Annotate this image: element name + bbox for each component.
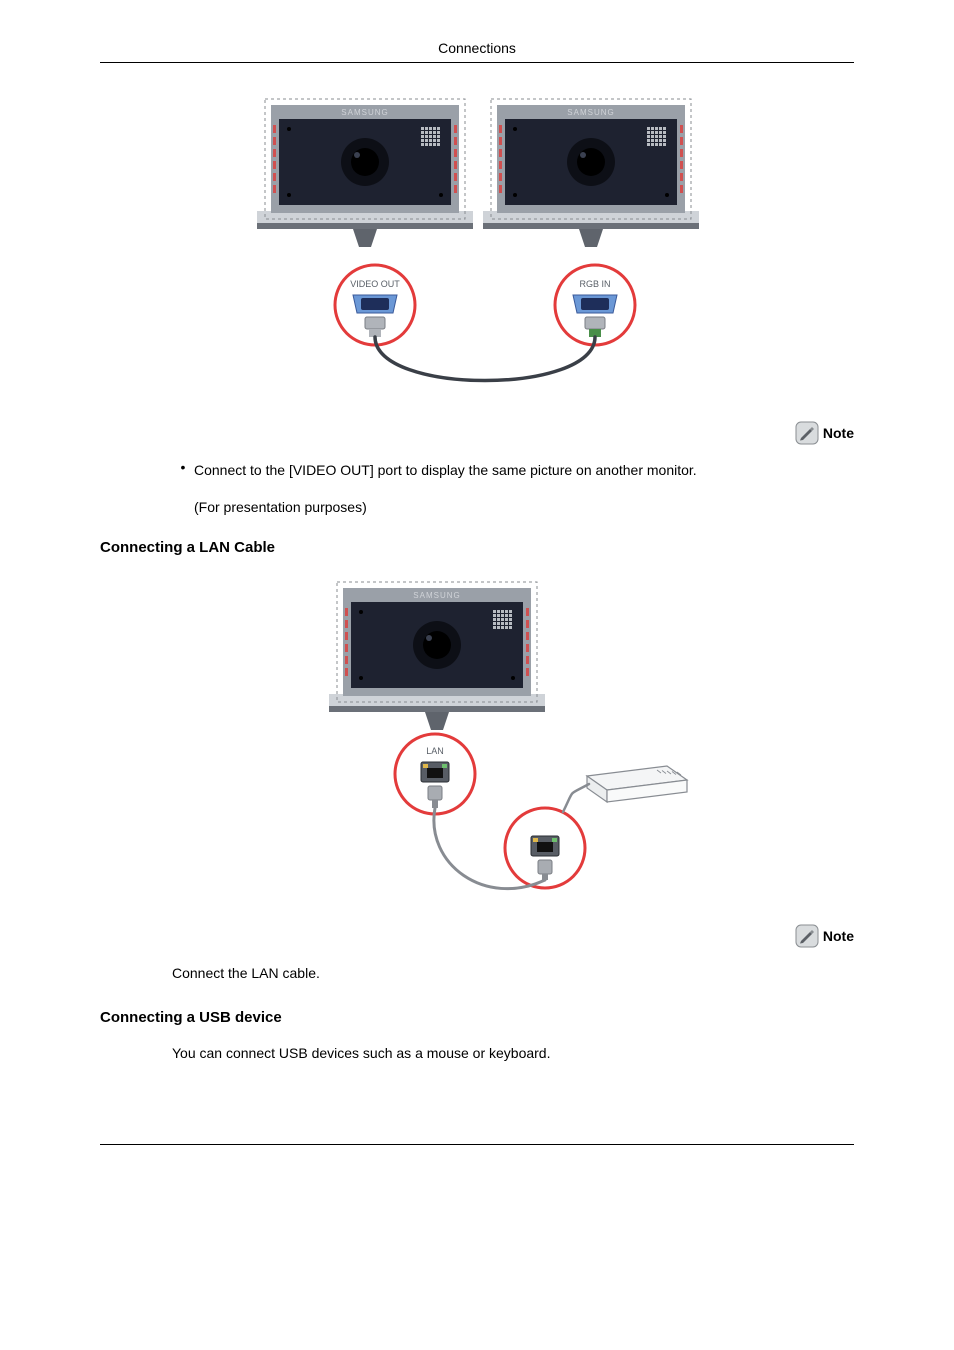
note1-bullet: • Connect to the [VIDEO OUT] port to dis… [172, 459, 854, 481]
svg-text:SAMSUNG: SAMSUNG [567, 108, 614, 117]
header-rule [100, 62, 854, 63]
note-row-1: Note [172, 421, 854, 445]
bullet-marker: • [172, 459, 194, 481]
footer-rule [100, 1144, 854, 1145]
note2-body: Connect the LAN cable. [172, 962, 854, 984]
pencil-note-icon [795, 421, 819, 445]
heading-lan: Connecting a LAN Cable [100, 539, 854, 556]
svg-text:SAMSUNG: SAMSUNG [413, 591, 460, 600]
heading-usb: Connecting a USB device [100, 1009, 854, 1026]
note-label: Note [823, 425, 854, 441]
lan-diagram: SAMSUNG LAN [100, 576, 854, 906]
svg-text:SAMSUNG: SAMSUNG [341, 108, 388, 117]
note1-sub: (For presentation purposes) [194, 499, 854, 515]
pencil-note-icon [795, 924, 819, 948]
note-row-2: Note [172, 924, 854, 948]
usb-body: You can connect USB devices such as a mo… [172, 1042, 854, 1064]
svg-text:VIDEO OUT: VIDEO OUT [350, 279, 400, 289]
video-out-diagram: SAMSUNG SAMSUNG VIDEO OUT RGB IN [100, 93, 854, 403]
svg-text:RGB IN: RGB IN [579, 279, 610, 289]
svg-text:LAN: LAN [426, 746, 444, 756]
note1-bullet-text: Connect to the [VIDEO OUT] port to displ… [194, 459, 854, 481]
page-header-title: Connections [100, 40, 854, 56]
note-label: Note [823, 928, 854, 944]
